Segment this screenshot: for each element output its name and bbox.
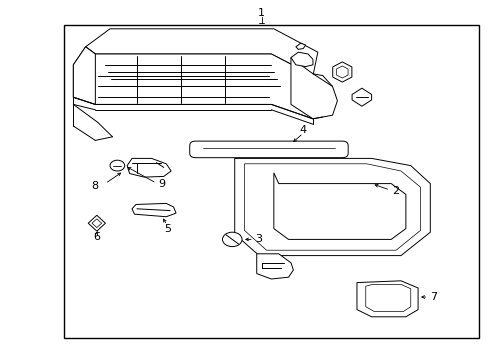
Polygon shape	[234, 158, 429, 256]
Polygon shape	[295, 43, 305, 49]
Polygon shape	[256, 254, 293, 279]
Polygon shape	[356, 281, 417, 317]
Polygon shape	[73, 47, 312, 119]
Text: 4: 4	[299, 125, 306, 135]
Text: 1: 1	[258, 8, 264, 18]
Circle shape	[110, 160, 124, 171]
Text: 6: 6	[93, 232, 100, 242]
Text: 7: 7	[429, 292, 436, 302]
Text: 3: 3	[255, 234, 262, 244]
Polygon shape	[290, 58, 337, 119]
Polygon shape	[290, 52, 312, 67]
Bar	[63, 25, 478, 338]
Polygon shape	[132, 203, 176, 217]
Polygon shape	[332, 62, 351, 82]
Polygon shape	[73, 47, 95, 104]
Polygon shape	[88, 215, 105, 231]
Text: 5: 5	[163, 224, 170, 234]
Text: 2: 2	[392, 186, 399, 196]
Text: 9: 9	[158, 179, 164, 189]
FancyBboxPatch shape	[189, 141, 347, 158]
Polygon shape	[351, 88, 371, 106]
Polygon shape	[127, 158, 171, 177]
Circle shape	[222, 232, 242, 247]
Polygon shape	[85, 29, 317, 76]
Text: 8: 8	[91, 181, 98, 191]
